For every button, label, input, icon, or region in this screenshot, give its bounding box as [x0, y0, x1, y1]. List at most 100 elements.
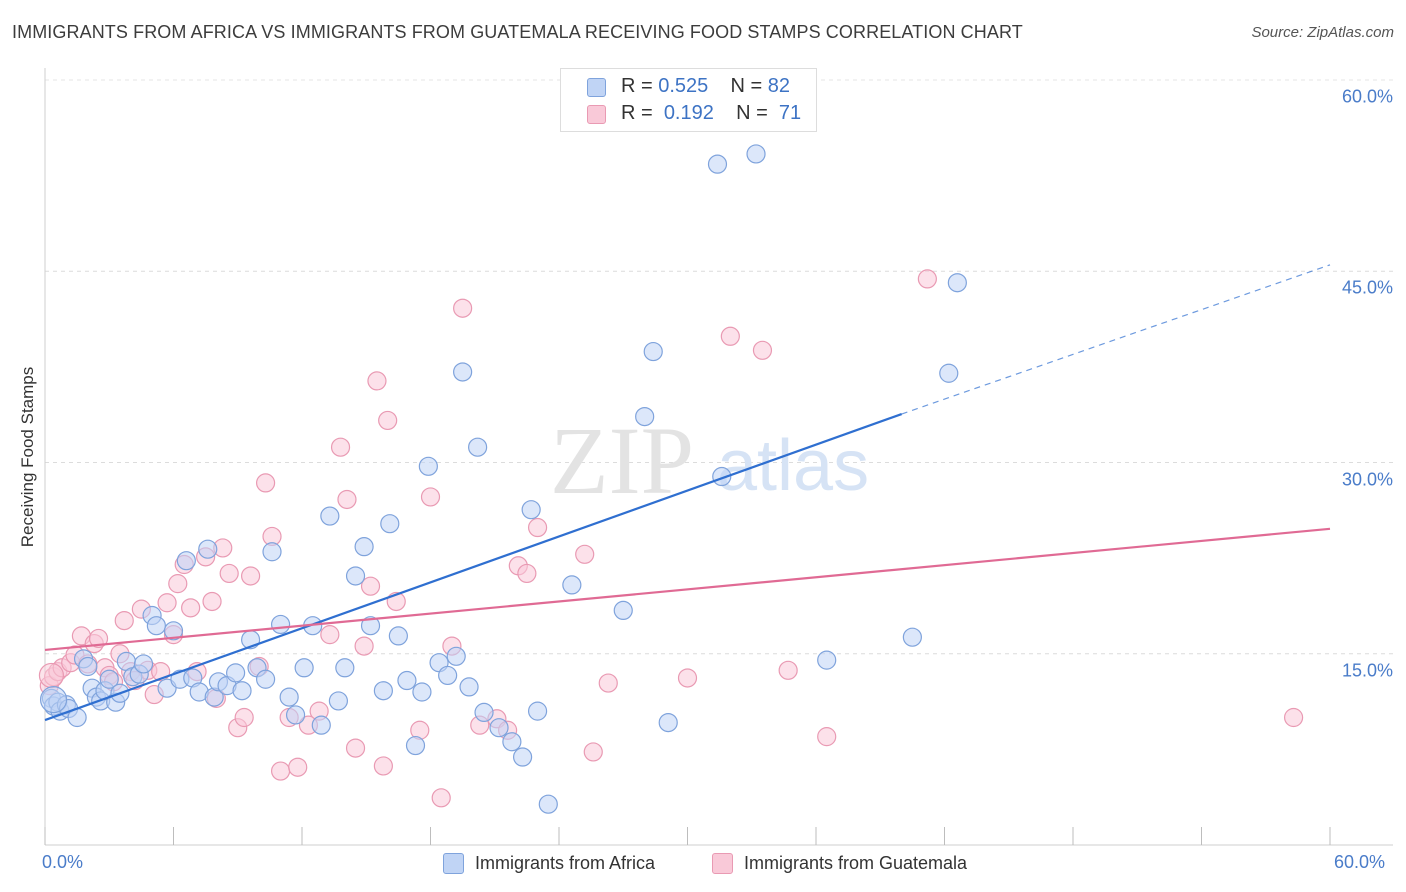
africa-point — [538, 794, 558, 814]
africa-point — [335, 658, 355, 678]
africa-point — [320, 506, 340, 526]
guatemala-point — [583, 742, 603, 762]
legend-guatemala-r-label: R = — [621, 102, 653, 124]
africa-point — [438, 665, 458, 686]
africa-point — [39, 686, 68, 714]
guatemala-point — [255, 473, 276, 493]
legend-guatemala-n-label: N = — [736, 102, 768, 124]
y-tick-label-0: 15.0% — [1341, 660, 1393, 681]
guatemala-point — [345, 738, 366, 758]
legend-africa-r-label: R = — [621, 75, 653, 97]
africa-point — [643, 341, 663, 362]
guatemala-point — [527, 517, 548, 538]
africa-point — [474, 702, 494, 723]
africa-point — [947, 273, 967, 293]
y-tick-label-3: 60.0% — [1341, 86, 1393, 107]
series-label-guatemala: Immigrants from Guatemala — [744, 853, 968, 873]
chart-source: Source: ZipAtlas.com — [1251, 24, 1394, 41]
africa-point — [380, 514, 400, 534]
guatemala-point — [270, 761, 291, 781]
africa-point — [489, 718, 509, 738]
guatemala-point — [181, 598, 201, 618]
africa-point — [512, 747, 533, 767]
africa-point — [459, 677, 479, 697]
africa-point — [658, 712, 678, 733]
africa-trend-line — [44, 413, 903, 722]
guatemala-point — [453, 298, 473, 318]
guatemala-point — [288, 757, 308, 777]
guatemala-point — [373, 756, 393, 776]
y-tick-label-1: 30.0% — [1341, 469, 1393, 489]
guatemala-point — [817, 727, 837, 747]
guatemala-point — [337, 489, 357, 510]
africa-point — [270, 614, 291, 635]
africa-point — [939, 363, 959, 383]
legend-africa-n-value: 82 — [767, 75, 791, 97]
guatemala-point — [367, 371, 387, 391]
axes — [44, 68, 1393, 846]
watermark-atlas: atlas — [717, 426, 869, 506]
africa-point — [226, 663, 246, 683]
legend-swatch-africa — [587, 78, 606, 97]
legend-guatemala-n-value: 71 — [778, 102, 802, 124]
guatemala-point — [202, 591, 222, 612]
africa-point — [446, 646, 466, 666]
watermark: ZIP atlas — [550, 407, 869, 514]
guatemala-point — [677, 668, 698, 688]
africa-point — [527, 701, 548, 721]
guatemala-point — [241, 566, 261, 586]
legend-africa-r-value: 0.525 — [658, 75, 709, 97]
series-swatch-africa — [443, 853, 464, 874]
africa-point — [255, 669, 276, 689]
guatemala-point — [114, 610, 134, 631]
africa-point — [232, 681, 252, 701]
africa-point — [328, 691, 349, 711]
africa-point — [502, 732, 522, 752]
x-tick-min: 0.0% — [42, 852, 84, 872]
africa-point — [146, 616, 166, 636]
guatemala-point — [320, 625, 340, 645]
trend-lines — [44, 264, 1331, 722]
guatemala-point — [354, 636, 374, 656]
africa-point — [388, 626, 408, 646]
africa-point — [397, 670, 417, 691]
africa-point — [418, 456, 438, 476]
africa-trend-extension — [901, 264, 1331, 415]
africa-point — [817, 650, 837, 670]
africa-point — [262, 542, 282, 562]
guatemala-point — [917, 269, 937, 289]
guatemala-point — [575, 544, 595, 564]
africa-point — [285, 705, 306, 725]
guatemala-point — [1283, 707, 1304, 728]
guatemala-point — [720, 326, 740, 346]
africa-point — [354, 537, 374, 557]
africa-point — [902, 627, 922, 647]
guatemala-point — [752, 340, 773, 360]
guatemala-point — [168, 574, 188, 594]
africa-points — [39, 144, 967, 814]
legend-africa-n-label: N = — [730, 75, 763, 97]
legend-guatemala-r-value: 0.192 — [663, 102, 714, 124]
chart-title: IMMIGRANTS FROM AFRICA VS IMMIGRANTS FRO… — [12, 22, 1023, 42]
guatemala-point — [378, 410, 398, 431]
y-tick-label-2: 45.0% — [1341, 277, 1393, 298]
africa-point — [468, 437, 488, 457]
guatemala-point — [517, 563, 537, 584]
guatemala-point — [420, 487, 441, 507]
africa-point — [613, 600, 633, 621]
africa-point — [345, 566, 366, 586]
africa-point — [176, 551, 196, 571]
guatemala-point — [778, 660, 798, 680]
africa-point — [405, 735, 426, 756]
series-swatch-guatemala — [712, 853, 733, 874]
africa-point — [635, 407, 655, 427]
guatemala-point — [157, 593, 177, 613]
watermark-zip: ZIP — [550, 407, 694, 514]
africa-point — [412, 682, 432, 702]
africa-point — [99, 669, 119, 689]
guatemala-point — [360, 576, 381, 596]
africa-point — [279, 687, 299, 707]
guatemala-point — [38, 662, 65, 689]
africa-point — [373, 681, 393, 701]
